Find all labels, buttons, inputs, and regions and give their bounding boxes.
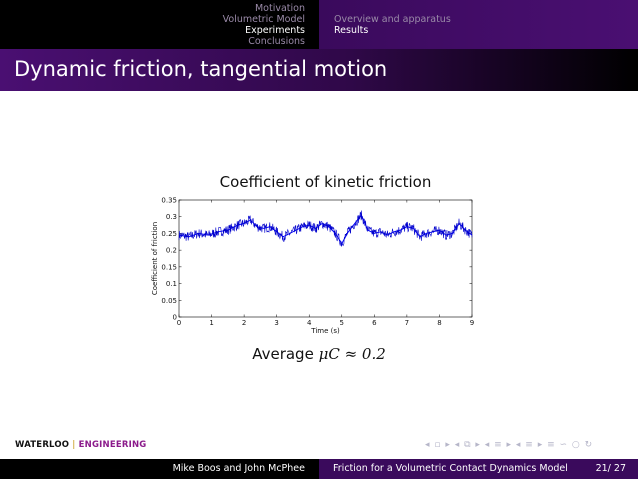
logo-separator: | <box>72 440 76 450</box>
x-tick-label: 4 <box>307 319 312 327</box>
y-tick-label: 0.15 <box>161 263 177 271</box>
subsection-navigation: Overview and apparatus Results <box>319 0 638 49</box>
nav-section-conclusions[interactable]: Conclusions <box>248 36 305 47</box>
frame-title-bar: Dynamic friction, tangential motion <box>0 49 638 91</box>
average-expression: μC ≈ 0.2 <box>318 345 386 363</box>
footer-authors-box: Mike Boos and John McPhee <box>0 459 319 479</box>
y-tick-label: 0 <box>173 314 177 322</box>
average-result: Average μC ≈ 0.2 <box>0 345 638 363</box>
beamer-navigation-icons[interactable]: ◂ ▫ ▸ ◂ ⧉ ▸ ◂ ≡ ▸ ◂ ≡ ▸ ≡ ∽ ○ ↻ <box>425 440 594 450</box>
section-navigation: Motivation Volumetric Model Experiments … <box>0 0 319 49</box>
nav-subsection-results[interactable]: Results <box>334 25 369 36</box>
footer-authors: Mike Boos and John McPhee <box>172 463 305 474</box>
footer-title-box: Friction for a Volumetric Contact Dynami… <box>319 459 638 479</box>
x-axis-label: Time (s) <box>310 327 340 335</box>
friction-chart: Coefficient of kinetic friction 0 1 2 3 4 5 6 7… <box>145 165 485 340</box>
y-tick-label: 0.1 <box>166 280 177 288</box>
x-tick-label: 9 <box>470 319 474 327</box>
nav-section-experiments[interactable]: Experiments <box>245 25 305 36</box>
footer: Mike Boos and John McPhee Friction for a… <box>0 459 638 479</box>
y-tick-label: 0.35 <box>161 197 177 205</box>
y-tick-label: 0.2 <box>166 247 177 255</box>
x-tick-label: 1 <box>209 319 213 327</box>
nav-subsection-overview[interactable]: Overview and apparatus <box>334 14 451 25</box>
logo-engineering: ENGINEERING <box>78 440 147 450</box>
y-tick-label: 0.25 <box>161 230 177 238</box>
y-tick-label: 0.3 <box>166 213 177 221</box>
x-tick-label: 3 <box>274 319 278 327</box>
nav-section-volumetric-model[interactable]: Volumetric Model <box>222 14 305 25</box>
frame-title: Dynamic friction, tangential motion <box>14 57 388 81</box>
average-prefix: Average <box>252 345 314 363</box>
waterloo-engineering-logo: WATERLOO | ENGINEERING <box>15 440 146 450</box>
y-axis-label: Coefficient of friction <box>151 222 159 295</box>
logo-waterloo: WATERLOO <box>15 440 70 450</box>
x-tick-label: 6 <box>372 319 377 327</box>
footer-page-number: 21/ 27 <box>595 463 626 474</box>
chart-title: Coefficient of kinetic friction <box>220 173 432 191</box>
top-navigation: Motivation Volumetric Model Experiments … <box>0 0 638 49</box>
nav-section-motivation[interactable]: Motivation <box>254 3 305 14</box>
series-noise-band <box>178 210 473 247</box>
chart-svg: Coefficient of kinetic friction 0 1 2 3 4 5 6 7… <box>151 173 474 335</box>
footer-title: Friction for a Volumetric Contact Dynami… <box>333 463 568 474</box>
y-tick-label: 0.05 <box>161 297 177 305</box>
x-tick-label: 2 <box>242 319 246 327</box>
x-tick-label: 8 <box>437 319 441 327</box>
x-tick-label: 7 <box>405 319 409 327</box>
x-tick-label: 0 <box>177 319 181 327</box>
x-tick-label: 5 <box>340 319 344 327</box>
plot-area-frame <box>178 199 473 318</box>
